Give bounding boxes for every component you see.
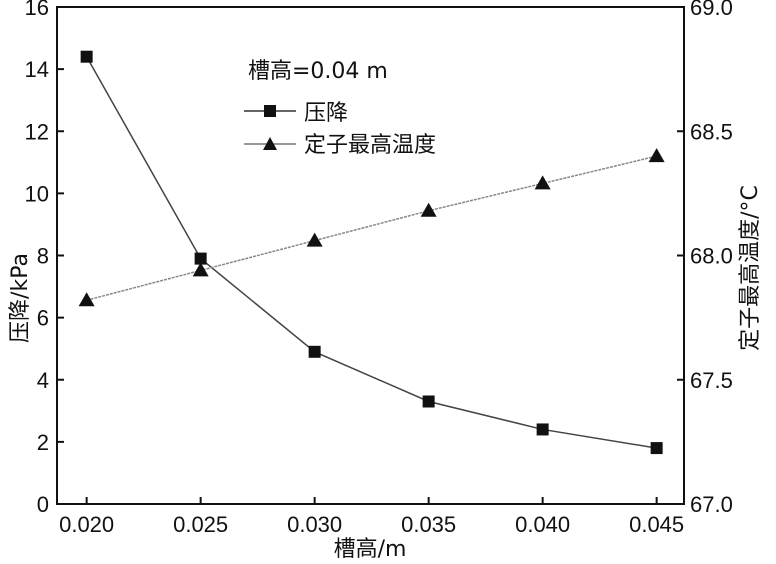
series-line-pressure <box>85 56 657 449</box>
x-tick-label: 0.040 <box>515 512 570 537</box>
y-tick-label-left: 14 <box>25 57 49 82</box>
y-tick-label-right: 68.0 <box>690 244 733 269</box>
y-tick-label-right: 67.0 <box>690 492 733 517</box>
data-point-pressure <box>308 345 321 358</box>
x-tick-label: 0.045 <box>629 512 684 537</box>
data-point-temperature <box>192 262 209 277</box>
data-point-temperature <box>306 232 323 247</box>
data-point-pressure <box>536 423 549 436</box>
x-axis-label: 槽高/m <box>334 537 407 562</box>
y-tick-label-left: 2 <box>37 430 49 455</box>
legend-marker-square <box>264 105 276 117</box>
data-point-pressure <box>80 50 93 63</box>
x-tick-label: 0.035 <box>401 512 456 537</box>
data-point-pressure <box>194 252 207 265</box>
x-tick-label: 0.025 <box>173 512 228 537</box>
data-point-pressure <box>422 395 435 408</box>
legend-label-pressure: 压降 <box>304 101 348 126</box>
y-tick-label-left: 6 <box>37 306 49 331</box>
x-tick-label: 0.020 <box>59 512 114 537</box>
y-tick-label-left: 16 <box>25 0 49 20</box>
y-tick-label-right: 69.0 <box>690 0 733 20</box>
data-point-pressure <box>650 442 663 455</box>
y-tick-label-left: 12 <box>25 119 49 144</box>
y-tick-label-left: 0 <box>37 492 49 517</box>
data-point-temperature <box>534 175 551 190</box>
y-tick-label-right: 68.5 <box>690 119 733 144</box>
y-tick-label-left: 8 <box>37 244 49 269</box>
data-point-temperature <box>648 148 665 163</box>
series-line-temperature <box>86 155 657 301</box>
y-tick-label-right: 67.5 <box>690 368 733 393</box>
axes: 0.020 0.025 0.030 0.035 0.040 0.045 0 2 4 6 8 10 12 1… <box>25 0 733 537</box>
y-axis-label-left: 压降/kPa <box>8 253 33 343</box>
data-point-temperature <box>78 292 95 307</box>
y-axis-label-right: 定子最高温度/°C <box>738 185 763 351</box>
legend: 压降 定子最高温度 <box>244 101 436 158</box>
legend-label-temperature: 定子最高温度 <box>304 133 436 158</box>
data-point-temperature <box>420 202 437 217</box>
x-tick-label: 0.030 <box>287 512 342 537</box>
legend-marker-triangle <box>263 137 277 150</box>
y-tick-label-left: 10 <box>25 181 49 206</box>
y-tick-label-left: 4 <box>37 368 49 393</box>
series-layer <box>78 50 665 455</box>
annotation: 槽高=0.04 m <box>248 59 388 84</box>
